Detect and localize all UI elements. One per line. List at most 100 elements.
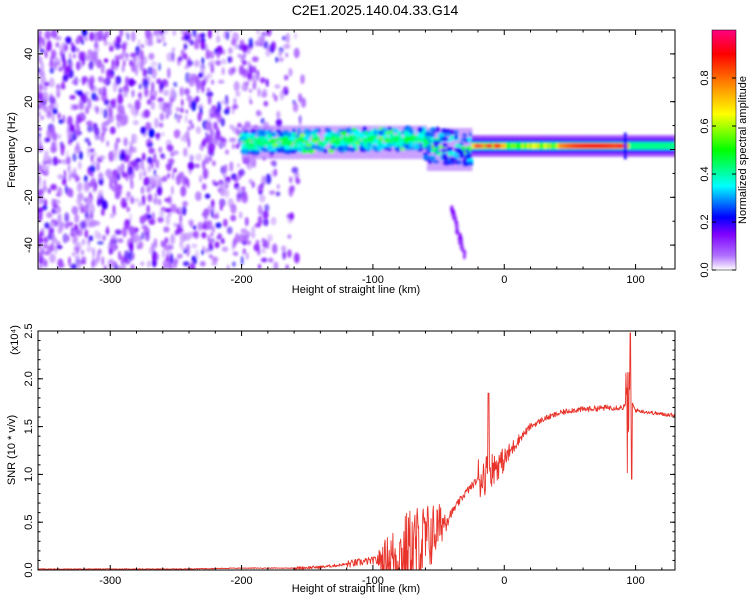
noise-blob [162,89,170,97]
carrier-blob [454,147,459,152]
carrier-glow [381,125,384,160]
noise-blob [203,75,209,83]
carrier-core [572,143,575,149]
carrier-blob [346,127,351,133]
noise-blob [139,60,145,72]
noise-blob [157,216,164,223]
noise-blob [125,172,129,182]
noise-blob [146,99,152,105]
noise-blob [140,159,144,171]
noise-blob [50,242,55,252]
noise-blob [55,83,61,90]
noise-blob [89,75,95,83]
noise-blob [72,152,77,162]
noise-blob [180,136,186,142]
noise-blob [42,84,48,92]
noise-blob [153,169,157,177]
noise-blob [85,215,91,222]
carrier-blob [434,126,441,133]
carrier-core [518,143,521,149]
noise-blob [148,52,155,60]
noise-blob [76,47,80,53]
x-tick-label: -100 [362,575,384,587]
noise-blob [161,132,165,137]
noise-blob [209,51,215,59]
colorbar: 0.0 0.2 0.4 0.6 0.8 Normalized spectral ampl… [699,29,749,278]
carrier-blob [447,146,453,152]
noise-blob [171,51,175,62]
noise-blob [78,102,85,111]
noise-blob [171,47,176,52]
noise-blob [117,93,124,105]
noise-blob [150,101,156,110]
noise-blob [171,171,175,180]
carrier-core [529,143,532,149]
noise-blob [130,178,133,185]
noise-blob [60,83,66,90]
noise-blob [223,181,230,187]
noise-blob [201,183,207,191]
noise-blob [215,222,222,229]
noise-blob [193,230,200,239]
noise-blob [158,146,163,153]
noise-blob [70,42,74,47]
noise-blob [255,239,260,245]
noise-blob [241,84,246,92]
carrier-blob [282,130,288,137]
carrier-blob [330,135,336,140]
carrier-core [510,143,513,149]
noise-blob [206,116,212,122]
tail-blob [456,228,459,234]
noise-blob [294,32,297,39]
colorbar-tick-label: 0.4 [699,166,711,181]
noise-blob [91,92,97,101]
noise-blob [38,34,41,44]
noise-blob [232,126,239,134]
noise-blob [57,112,62,120]
noise-blob [211,261,218,266]
noise-blob [179,86,184,97]
carrier-core [602,143,605,149]
noise-blob [39,75,45,84]
noise-blob [38,239,42,249]
carrier-core [638,143,641,149]
carrier-core [659,143,662,149]
carrier-blob [317,148,325,152]
noise-blob [147,260,151,268]
noise-blob [147,156,153,164]
carrier-blob [466,161,473,165]
noise-blob [102,127,108,132]
noise-blob [45,168,49,176]
carrier-blob [453,160,460,164]
carrier-blob [323,149,328,154]
noise-blob [224,188,230,198]
noise-blob [77,90,83,97]
y-tick-label: 2.5 [23,323,35,338]
carrier-core [643,143,646,149]
noise-blob [176,227,184,233]
colorbar-label: Normalized spectral amplitude [737,76,749,224]
carrier-blob [454,134,458,140]
noise-blob [201,57,205,65]
carrier-blob [241,142,245,148]
noise-blob [175,106,181,112]
noise-blob [88,235,94,242]
noise-blob [185,109,189,114]
noise-blob [63,169,67,180]
y-tick-label: 0 [23,146,35,152]
noise-blob [77,161,82,170]
noise-blob [253,243,260,252]
noise-blob [81,56,86,66]
noise-blob [138,91,142,101]
noise-blob [51,112,55,123]
carrier-blob [276,129,281,133]
noise-blob [195,95,200,103]
carrier-blob [443,128,449,134]
noise-blob [248,88,253,93]
carrier-blob [395,146,401,153]
noise-blob [230,214,237,222]
noise-blob [167,158,175,165]
noise-blob [92,258,98,267]
carrier-core [668,143,671,149]
noise-blob [117,265,124,269]
